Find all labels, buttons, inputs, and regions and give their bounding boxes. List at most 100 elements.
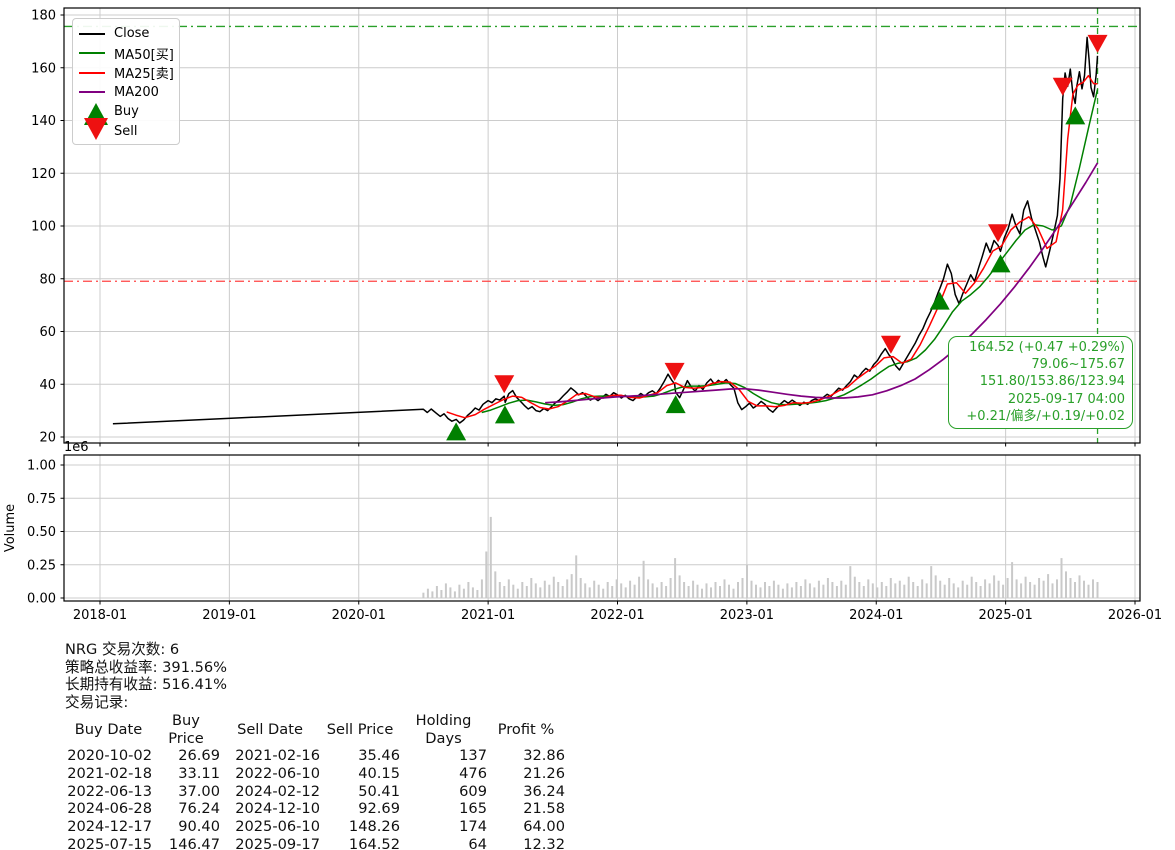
- volume-bar: [885, 586, 888, 598]
- volume-bar: [867, 579, 870, 598]
- volume-bar: [934, 575, 937, 598]
- volume-bar: [584, 583, 587, 598]
- legend-line-swatch: [79, 32, 105, 35]
- volume-bar: [1047, 574, 1050, 598]
- sell-marker: [1087, 34, 1108, 53]
- annotation-line-price: 164.52 (+0.47 +0.29%): [969, 340, 1125, 355]
- trade-cell: 26.69: [178, 747, 220, 765]
- volume-bar: [714, 582, 717, 598]
- trade-cell: 33.11: [178, 764, 220, 782]
- volume-bar: [579, 578, 582, 598]
- buy-marker: [494, 405, 515, 424]
- legend-label: MA200: [114, 84, 159, 100]
- volume-bar: [777, 584, 780, 598]
- trade-cell: 476: [459, 764, 487, 782]
- legend-label: Close: [114, 26, 150, 42]
- buy-marker: [665, 395, 686, 414]
- sell-marker: [988, 224, 1009, 243]
- gridlines: [64, 8, 1140, 601]
- volume-bar: [656, 587, 659, 598]
- volume-bar: [844, 584, 847, 598]
- trade-cell: 2025-09-17: [235, 835, 320, 850]
- trade-cell: 76.24: [178, 800, 220, 818]
- volume-bar: [615, 579, 618, 598]
- trades-header-cell: Holding Days: [415, 711, 472, 747]
- volume-bar: [696, 584, 699, 598]
- buy-marker: [1065, 106, 1086, 125]
- volume-bar: [665, 586, 668, 598]
- trade-cell: 2022-06-10: [235, 764, 320, 782]
- trade-row: 2022-06-13 37.00 2024-02-12 50.41 609 36.24: [65, 783, 565, 801]
- x-tick-label: 2025-01: [978, 608, 1032, 623]
- volume-bar: [575, 555, 578, 598]
- x-tick-label: 2018-01: [73, 608, 127, 623]
- volume-tick-label: 0.75: [27, 492, 56, 507]
- volume-bar: [737, 582, 739, 598]
- stats-block: NRG 交易次数: 6 策略总收益率: 391.56% 长期持有收益: 516.…: [65, 641, 565, 850]
- volume-bar: [1074, 582, 1076, 598]
- volume-bar: [966, 584, 969, 598]
- volume-bar: [489, 516, 492, 598]
- volume-bar: [669, 578, 672, 598]
- volume-bar: [1087, 584, 1090, 598]
- volume-offset-text: 1e6: [64, 440, 89, 455]
- volume-bar: [817, 580, 820, 598]
- volume-bar: [1024, 576, 1027, 598]
- trade-cell: 2024-12-17: [67, 818, 152, 836]
- volume-bar: [925, 583, 928, 598]
- trade-row: 2021-02-18 33.11 2022-06-10 40.15 476 21.26: [65, 765, 565, 783]
- volume-bar: [862, 586, 865, 598]
- axis-labels: 2018-01 2019-01 2020-01 2021-01 2022-01 2023-…: [3, 9, 1162, 624]
- trade-count-line: NRG 交易次数: 6: [65, 641, 180, 658]
- volume-bar: [808, 583, 811, 598]
- volume-bar: [997, 580, 1000, 598]
- volume-bar: [768, 586, 771, 598]
- volume-bar: [912, 582, 915, 598]
- volume-bar: [826, 578, 829, 598]
- trade-cell: 2025-07-15: [67, 835, 152, 850]
- trade-cell: 165: [459, 800, 487, 818]
- volume-bar: [728, 584, 730, 598]
- sell-marker: [880, 335, 901, 354]
- price-tick-label: 100: [31, 220, 56, 235]
- volume-bar: [588, 587, 591, 598]
- legend-label: Sell: [114, 123, 138, 139]
- volume-bar: [1042, 580, 1045, 598]
- volume-bar: [624, 587, 627, 598]
- volume-bar: [462, 588, 465, 598]
- volume-bar: [651, 583, 654, 598]
- legend-item: MA25[卖]: [79, 63, 175, 83]
- volume-bar: [611, 586, 614, 598]
- volume-bar: [597, 584, 600, 598]
- volume-bar: [1065, 571, 1067, 598]
- x-tick-label: 2020-01: [332, 608, 386, 623]
- trade-cell: 21.58: [523, 800, 565, 818]
- volume-bar: [606, 582, 609, 598]
- legend-label: MA50[买]: [114, 47, 174, 63]
- annotation-line-mas: 151.80/153.86/123.94: [979, 374, 1125, 390]
- volume-bar: [683, 582, 686, 598]
- volume-bar: [948, 578, 951, 598]
- records-label: 交易记录:: [65, 694, 129, 712]
- volume-bar: [781, 588, 784, 598]
- legend-line-swatch: [79, 91, 105, 94]
- sell-marker: [494, 375, 515, 394]
- price-tick-label: 180: [31, 9, 56, 24]
- volume-bar: [921, 579, 924, 598]
- sell-marker-icon: [84, 118, 108, 141]
- volume-bar: [1060, 558, 1063, 598]
- price-tick-label: 60: [39, 325, 56, 340]
- volume-bar: [1029, 582, 1032, 598]
- volume-bar: [534, 583, 537, 598]
- volume-bar: [561, 586, 564, 598]
- volume-bar: [831, 582, 834, 598]
- volume-bar: [426, 588, 429, 598]
- volume-bar: [660, 582, 663, 598]
- x-tick-label: 2024-01: [849, 608, 903, 623]
- volume-bar: [692, 580, 695, 598]
- trade-cell: 146.47: [168, 835, 220, 850]
- trade-markers: [446, 34, 1108, 441]
- volume-bar: [449, 587, 452, 598]
- volume-bar: [750, 580, 753, 598]
